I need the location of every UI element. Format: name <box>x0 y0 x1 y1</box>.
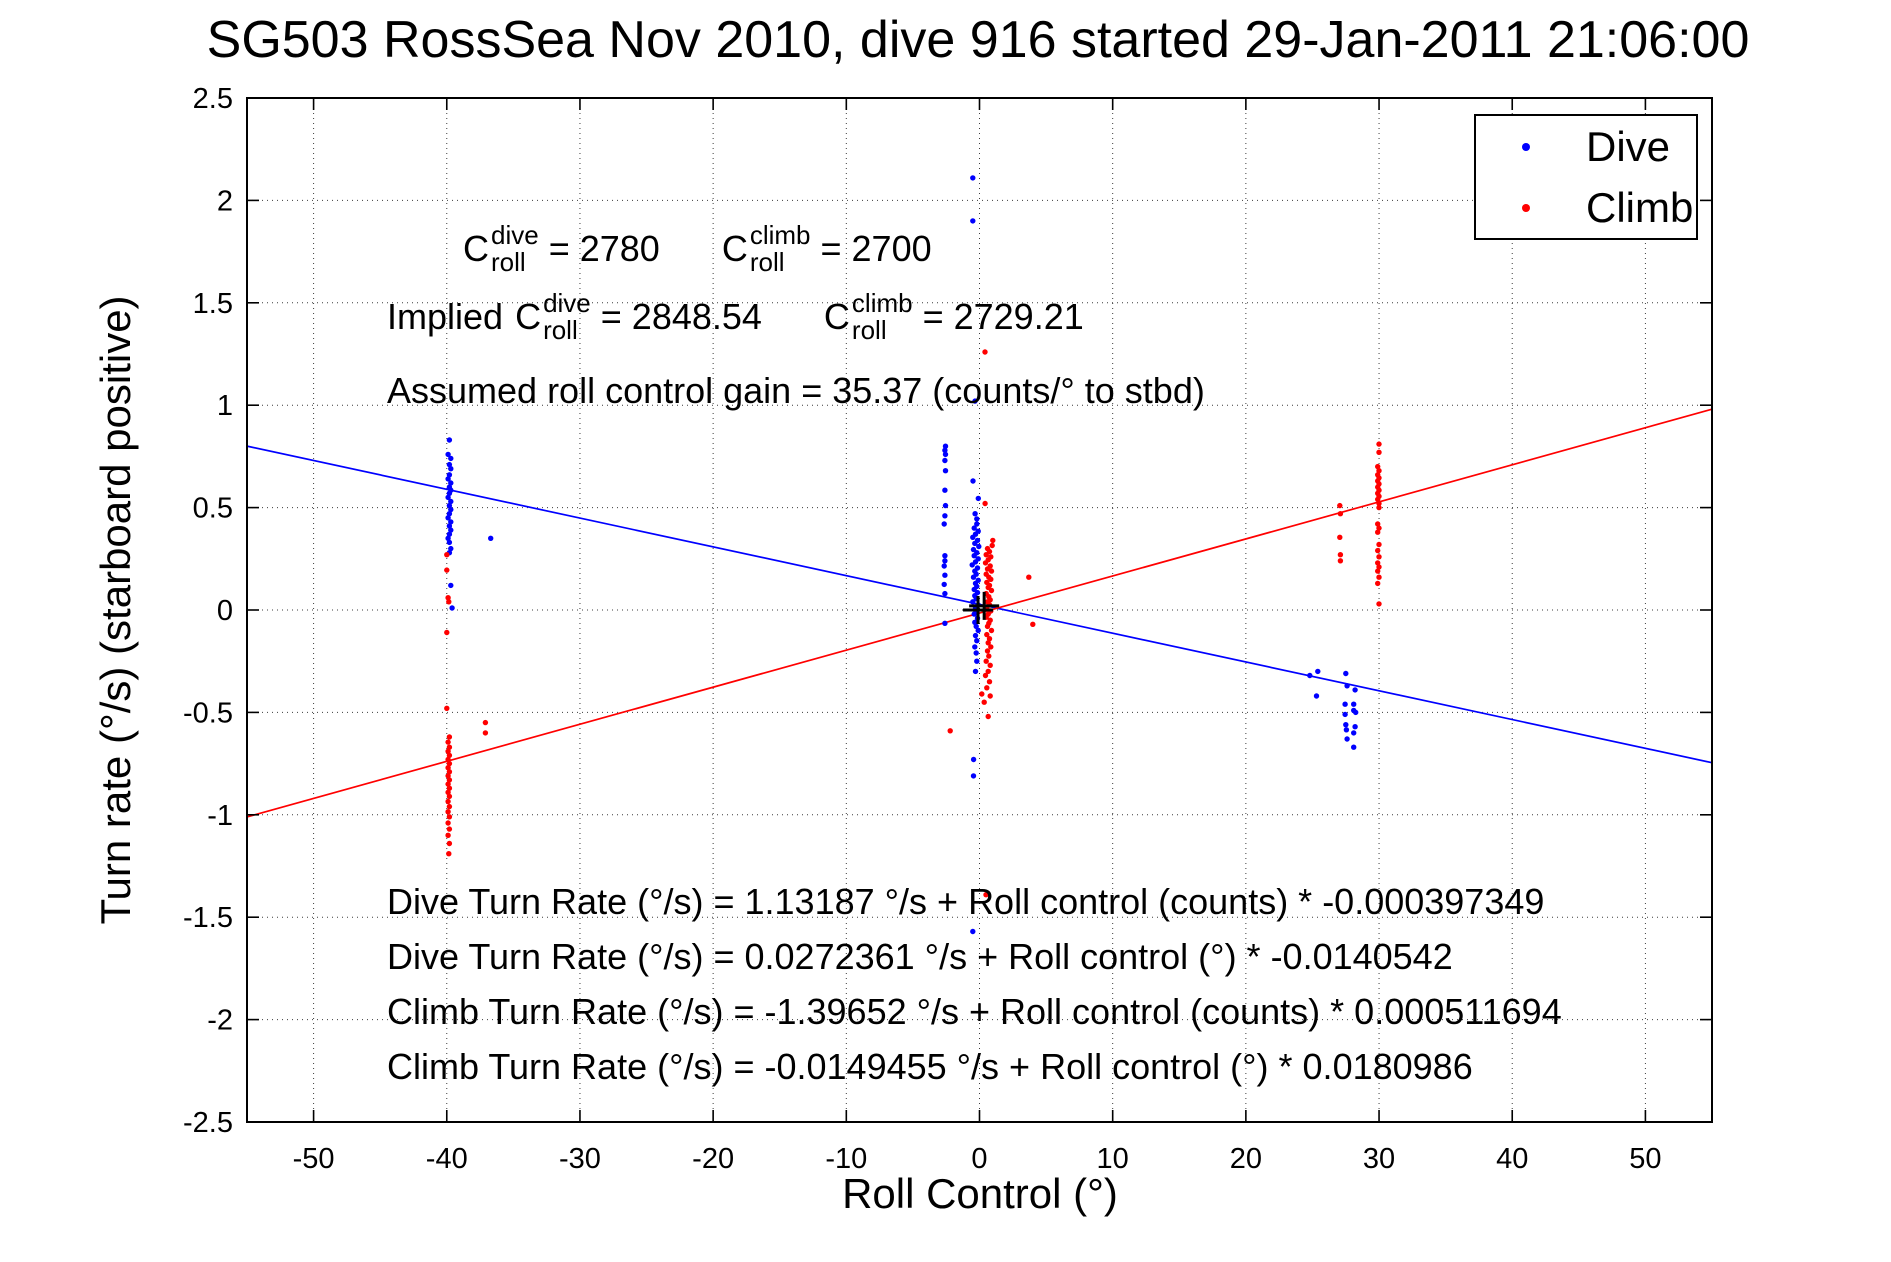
svg-text:1.5: 1.5 <box>193 288 233 320</box>
annotation-roll-gain: Assumed roll control gain = 35.37 (count… <box>387 370 1205 411</box>
c-roll-dive-value: = 2780 <box>548 228 660 270</box>
c-roll-climb-sub: roll <box>749 247 785 278</box>
svg-text:50: 50 <box>1629 1143 1661 1175</box>
svg-text:-0.5: -0.5 <box>183 697 233 729</box>
chart-title: SG503 RossSea Nov 2010, dive 916 started… <box>206 11 1750 69</box>
svg-text:20: 20 <box>1230 1143 1262 1175</box>
svg-text:2: 2 <box>217 185 233 217</box>
legend-item-climb: Climb <box>1476 184 1696 232</box>
x-axis-label: Roll Control (°) <box>842 1170 1118 1217</box>
legend-label-climb: Climb <box>1586 183 1694 231</box>
legend-item-dive: Dive <box>1476 123 1696 171</box>
c-roll-climb-sup: climb <box>749 220 811 250</box>
svg-text:-1.5: -1.5 <box>183 902 233 934</box>
svg-text:-20: -20 <box>692 1143 734 1175</box>
svg-text:0: 0 <box>217 595 233 627</box>
svg-text:-2: -2 <box>207 1005 233 1037</box>
svg-text:40: 40 <box>1496 1143 1528 1175</box>
dive-marker-icon <box>1522 142 1530 151</box>
svg-text:10: 10 <box>1097 1143 1129 1175</box>
svg-text:1: 1 <box>217 390 233 422</box>
c-roll-dive-sup: dive <box>491 220 539 250</box>
fit-equations: Dive Turn Rate (°/s) = 1.13187 °/s + Rol… <box>387 874 1562 1094</box>
svg-text:-1: -1 <box>207 800 233 832</box>
y-axis-label: Turn rate (°/s) (starboard positive) <box>92 295 139 925</box>
svg-text:-10: -10 <box>825 1143 867 1175</box>
svg-text:-50: -50 <box>293 1143 335 1175</box>
c-roll-climb-value: = 2700 <box>820 228 932 270</box>
c-roll-dive-sub: roll <box>491 247 526 278</box>
svg-text:0.5: 0.5 <box>193 493 233 525</box>
svg-text:0: 0 <box>971 1143 987 1175</box>
svg-text:30: 30 <box>1363 1143 1395 1175</box>
implied-c-roll-climb-value: = 2729.21 <box>922 296 1084 338</box>
legend-label-dive: Dive <box>1586 122 1671 170</box>
equation-dive-degrees: Dive Turn Rate (°/s) = 0.0272361 °/s + R… <box>387 936 1453 977</box>
implied-prefix: Implied <box>387 296 504 338</box>
climb-marker-icon <box>1522 203 1530 212</box>
svg-text:-2.5: -2.5 <box>183 1107 233 1139</box>
svg-text:-40: -40 <box>426 1143 468 1175</box>
implied-c-roll-dive-value: = 2848.54 <box>600 296 762 338</box>
equation-dive-counts: Dive Turn Rate (°/s) = 1.13187 °/s + Rol… <box>387 881 1545 922</box>
svg-text:2.5: 2.5 <box>193 83 233 115</box>
legend: Dive Climb <box>1474 114 1698 240</box>
equation-climb-counts: Climb Turn Rate (°/s) = -1.39652 °/s + R… <box>387 991 1562 1032</box>
svg-text:-30: -30 <box>559 1143 601 1175</box>
equation-climb-degrees: Climb Turn Rate (°/s) = -0.0149455 °/s +… <box>387 1046 1473 1087</box>
